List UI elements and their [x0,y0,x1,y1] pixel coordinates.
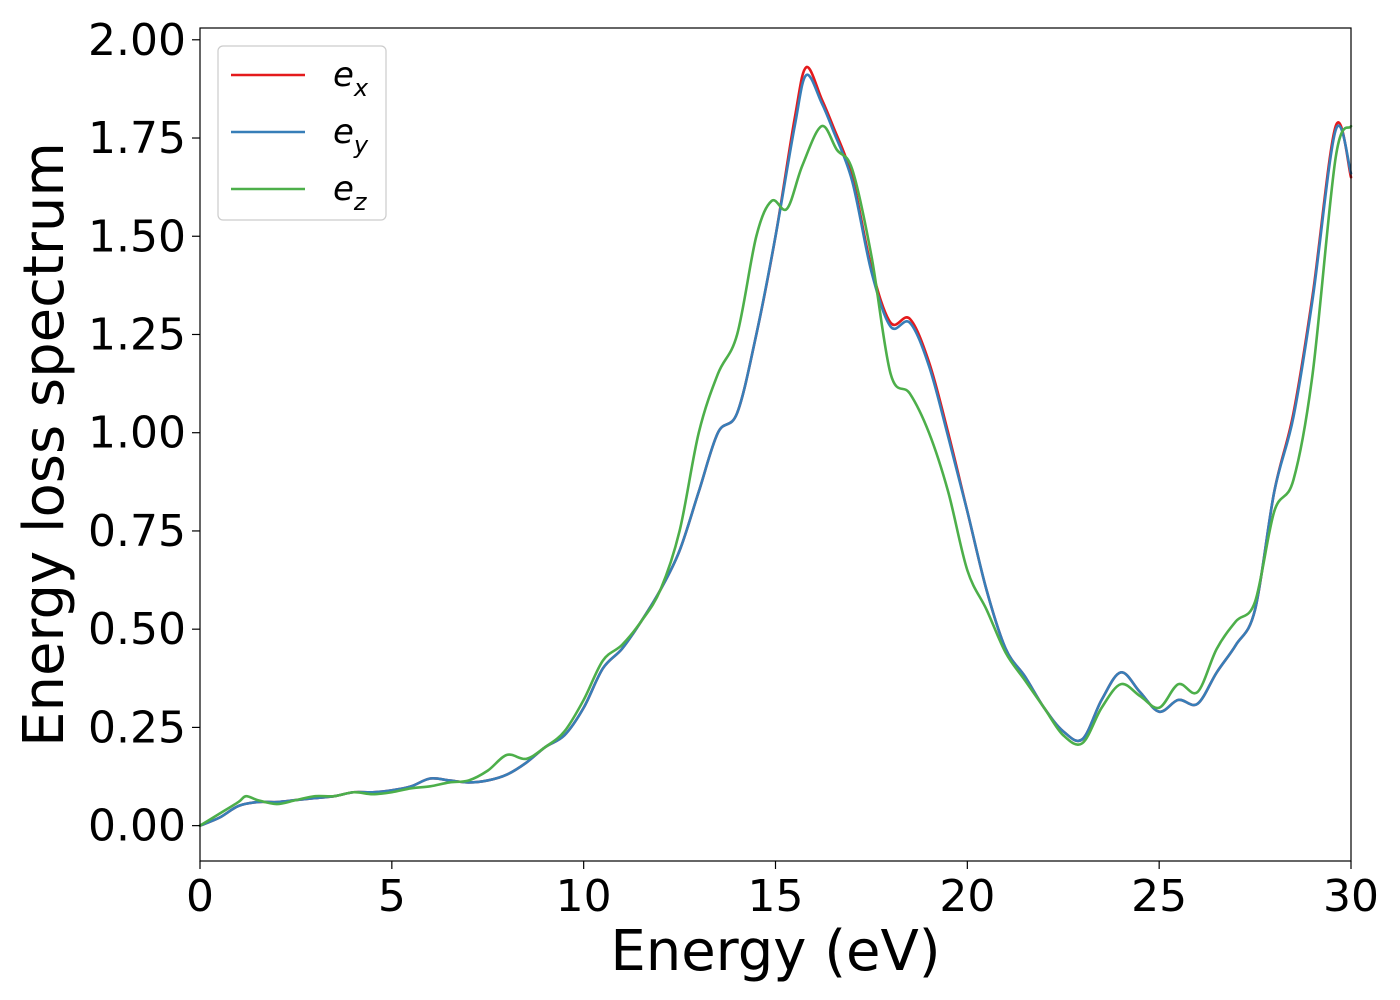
y-tick-label: 0.25 [88,702,186,753]
series-line-e-y [198,73,1353,827]
series-layer [198,65,1353,827]
legend: ex ey ez [217,45,387,221]
x-tick-label: 5 [378,871,406,922]
y-tick-label: 0.50 [88,604,186,655]
y-axis-title: Energy loss spectrum [12,142,77,747]
y-tick-label: 0.00 [88,801,186,852]
x-tick-label: 30 [1323,871,1379,922]
x-tick-label: 15 [748,871,804,922]
y-tick-label: 0.75 [88,506,186,557]
x-tick-label: 25 [1131,871,1187,922]
y-tick-label: 1.50 [88,211,186,262]
x-tick-label: 20 [939,871,995,922]
series-line-e-z [198,124,1353,827]
legend-label-z: ez [333,169,368,216]
y-tick-label: 1.00 [88,408,186,459]
y-tick-label: 1.25 [88,309,186,360]
legend-label-y: ey [333,112,369,159]
legend-label-x: ex [333,55,369,102]
x-axis: 0 5 10 15 20 25 30 [186,861,1379,922]
y-tick-label: 2.00 [88,15,186,66]
x-tick-label: 10 [556,871,612,922]
y-tick-label: 1.75 [88,113,186,164]
x-axis-title: Energy (eV) [610,919,940,984]
plot-background [200,28,1351,861]
y-axis: 0.00 0.25 0.50 0.75 1.00 1.25 1.50 1.75 2.00 [88,15,200,852]
x-tick-label: 0 [186,871,214,922]
